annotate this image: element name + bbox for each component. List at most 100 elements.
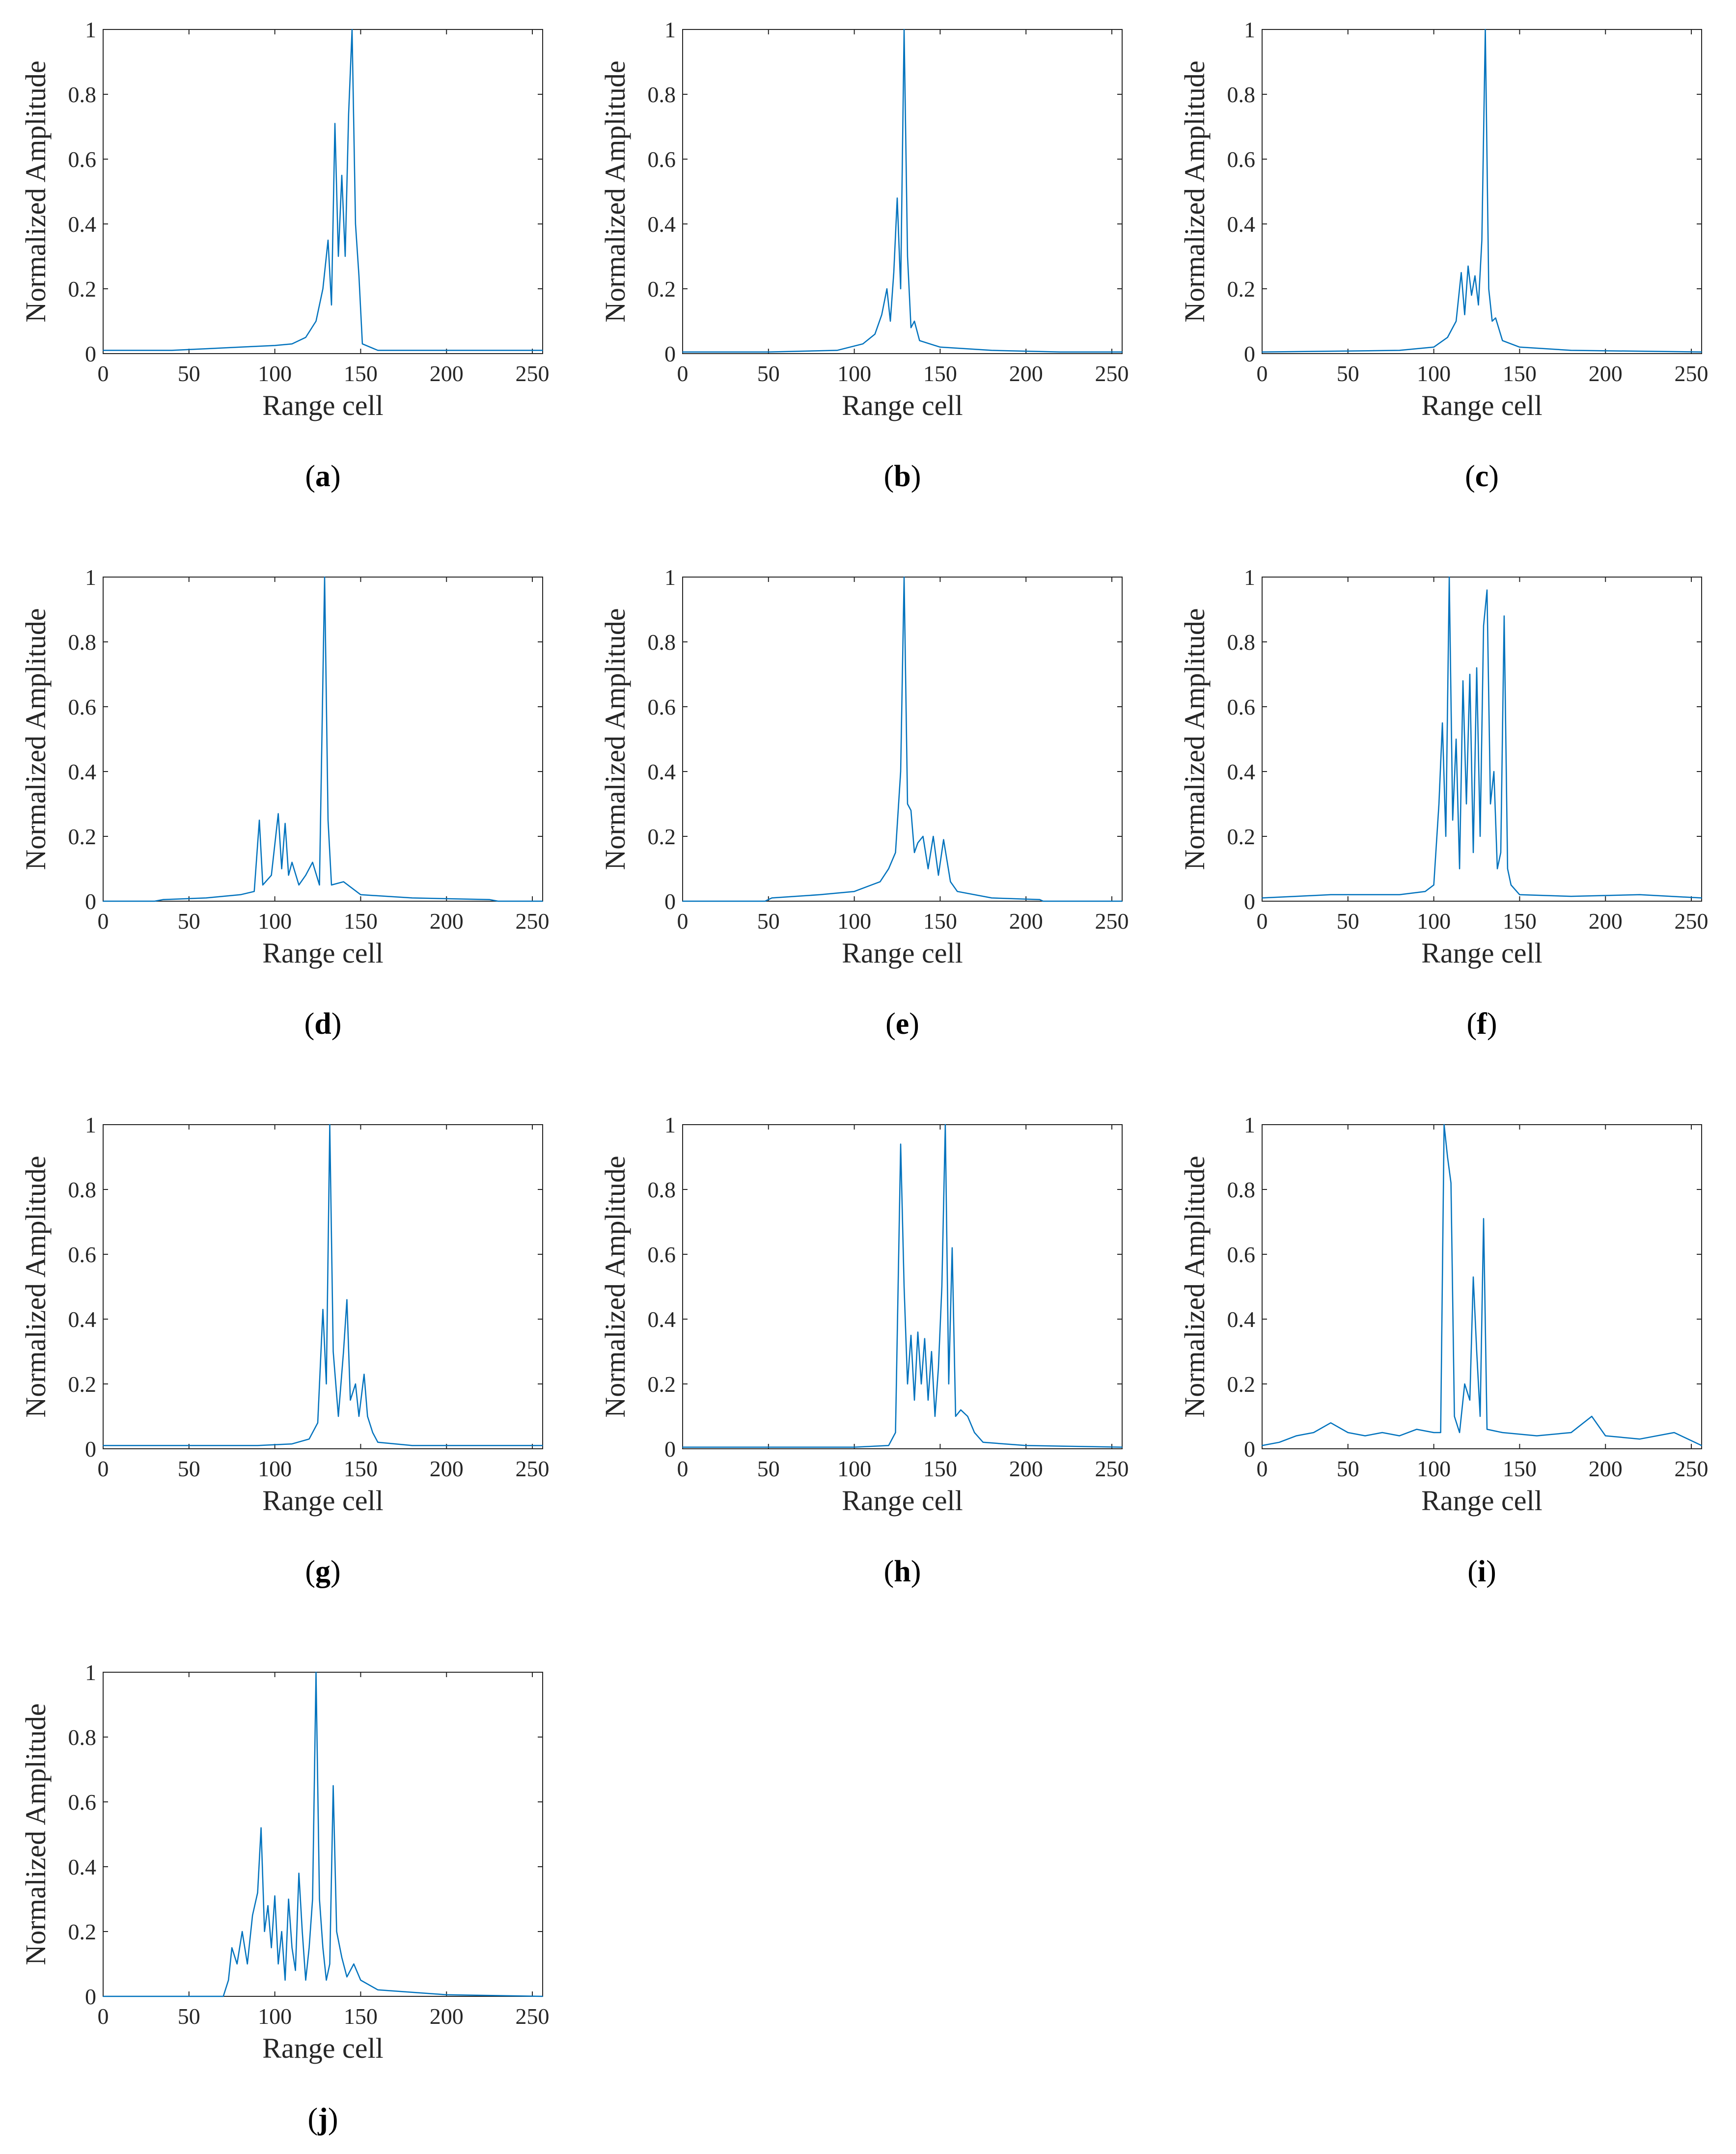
data-point xyxy=(103,350,104,351)
data-point xyxy=(331,304,332,305)
y-tick-label: 1 xyxy=(1244,1112,1255,1137)
data-point xyxy=(897,197,898,199)
data-point xyxy=(137,350,138,351)
data-point xyxy=(943,839,944,840)
data-point xyxy=(231,1947,233,1948)
data-point xyxy=(957,891,958,892)
data-point xyxy=(938,1367,939,1368)
data-point xyxy=(1447,1157,1448,1158)
y-tick-label: 0.2 xyxy=(648,1372,676,1397)
data-point xyxy=(1459,868,1460,869)
x-axis-title: Range cell xyxy=(262,389,383,421)
data-point xyxy=(919,340,920,341)
x-tick-label: 150 xyxy=(344,909,378,934)
y-tick-label: 0.2 xyxy=(1227,1372,1256,1397)
x-tick-label: 250 xyxy=(1675,1456,1708,1481)
x-tick-label: 150 xyxy=(923,1456,957,1481)
data-point xyxy=(917,842,918,843)
data-point xyxy=(1438,803,1439,804)
x-tick-label: 100 xyxy=(1417,1456,1451,1481)
data-point xyxy=(355,223,356,224)
data-point xyxy=(886,288,887,289)
panel-label-open: ( xyxy=(1467,1555,1478,1588)
data-point xyxy=(1480,836,1481,837)
data-point xyxy=(1043,901,1044,902)
data-point xyxy=(1639,894,1640,895)
panel-label-open: ( xyxy=(304,1007,315,1041)
panel-label-open: ( xyxy=(884,1555,894,1588)
data-point xyxy=(446,350,447,351)
series-line-h xyxy=(683,1124,1123,1448)
panel-label: (h) xyxy=(884,1555,921,1588)
x-tick-label: 0 xyxy=(677,361,689,386)
data-point xyxy=(1504,615,1505,616)
panel-label-close: ) xyxy=(1488,460,1499,493)
x-tick-label: 250 xyxy=(516,2004,550,2029)
y-axis-title: Normalized Amplitude xyxy=(599,60,631,322)
y-tick-label: 0.4 xyxy=(1227,1307,1256,1332)
x-tick-label: 50 xyxy=(1337,361,1359,386)
x-tick-label: 200 xyxy=(430,2004,464,2029)
data-point xyxy=(326,1980,327,1981)
y-tick-label: 0.4 xyxy=(1227,759,1256,784)
chart-panel-c: 0 50 100 150 200 250 0 0.2 0.4 0.6 0.8 1 Range cell N… xyxy=(1179,17,1708,493)
x-tick-label: 100 xyxy=(1417,909,1451,934)
data-point xyxy=(938,875,939,876)
x-tick-label: 100 xyxy=(258,2004,292,2029)
y-tick-label: 0.6 xyxy=(68,1242,97,1267)
y-tick-label: 0 xyxy=(664,889,676,914)
data-point xyxy=(921,1383,922,1384)
data-point xyxy=(288,1899,289,1900)
y-tick-label: 0 xyxy=(85,1436,96,1462)
data-point xyxy=(542,350,543,351)
x-tick-label: 250 xyxy=(1095,1456,1129,1481)
data-point xyxy=(1485,29,1486,30)
data-point xyxy=(171,350,172,351)
x-tick-label: 100 xyxy=(837,361,871,386)
y-tick-label: 0.4 xyxy=(68,759,97,784)
data-point xyxy=(298,884,300,885)
data-point xyxy=(542,901,543,902)
data-point xyxy=(939,347,941,348)
panel-label-open: ( xyxy=(885,1007,896,1041)
data-point xyxy=(446,1994,447,1995)
x-tick-label: 50 xyxy=(757,361,780,386)
plot-area xyxy=(103,1124,543,1449)
data-point xyxy=(236,1963,238,1964)
series-line-g xyxy=(103,1124,543,1446)
data-point xyxy=(338,1416,339,1417)
data-point xyxy=(950,881,951,883)
data-point xyxy=(271,1947,272,1948)
panel-label: (e) xyxy=(885,1007,919,1041)
y-tick-label: 0.2 xyxy=(68,1919,97,1944)
data-point xyxy=(308,1438,310,1439)
x-axis-title: Range cell xyxy=(842,937,963,969)
data-point xyxy=(345,256,346,257)
data-point xyxy=(1466,803,1467,804)
data-point xyxy=(355,1383,356,1384)
y-tick-label: 0.8 xyxy=(1227,630,1256,655)
data-point xyxy=(1502,340,1503,341)
data-point xyxy=(291,1947,293,1948)
y-tick-label: 0 xyxy=(85,1984,96,2009)
x-axis-title: Range cell xyxy=(262,1485,383,1517)
data-point xyxy=(291,343,293,344)
y-tick-label: 0.4 xyxy=(648,1307,676,1332)
y-tick-label: 0.8 xyxy=(648,82,676,107)
plot-area xyxy=(103,29,543,354)
x-tick-label: 0 xyxy=(98,909,109,934)
y-tick-label: 0.4 xyxy=(648,759,676,784)
data-point xyxy=(931,1351,932,1352)
y-axis-title: Normalized Amplitude xyxy=(1179,608,1211,870)
data-point xyxy=(358,1416,359,1417)
data-point xyxy=(768,351,769,353)
data-point xyxy=(1487,589,1488,591)
data-point xyxy=(360,894,361,895)
data-point xyxy=(412,350,413,351)
data-point xyxy=(291,862,293,863)
x-tick-label: 100 xyxy=(837,1456,871,1481)
x-tick-label: 0 xyxy=(1257,1456,1268,1481)
panel-label-close: ) xyxy=(331,1555,341,1588)
data-point xyxy=(298,1873,300,1874)
x-tick-label: 150 xyxy=(344,361,378,386)
